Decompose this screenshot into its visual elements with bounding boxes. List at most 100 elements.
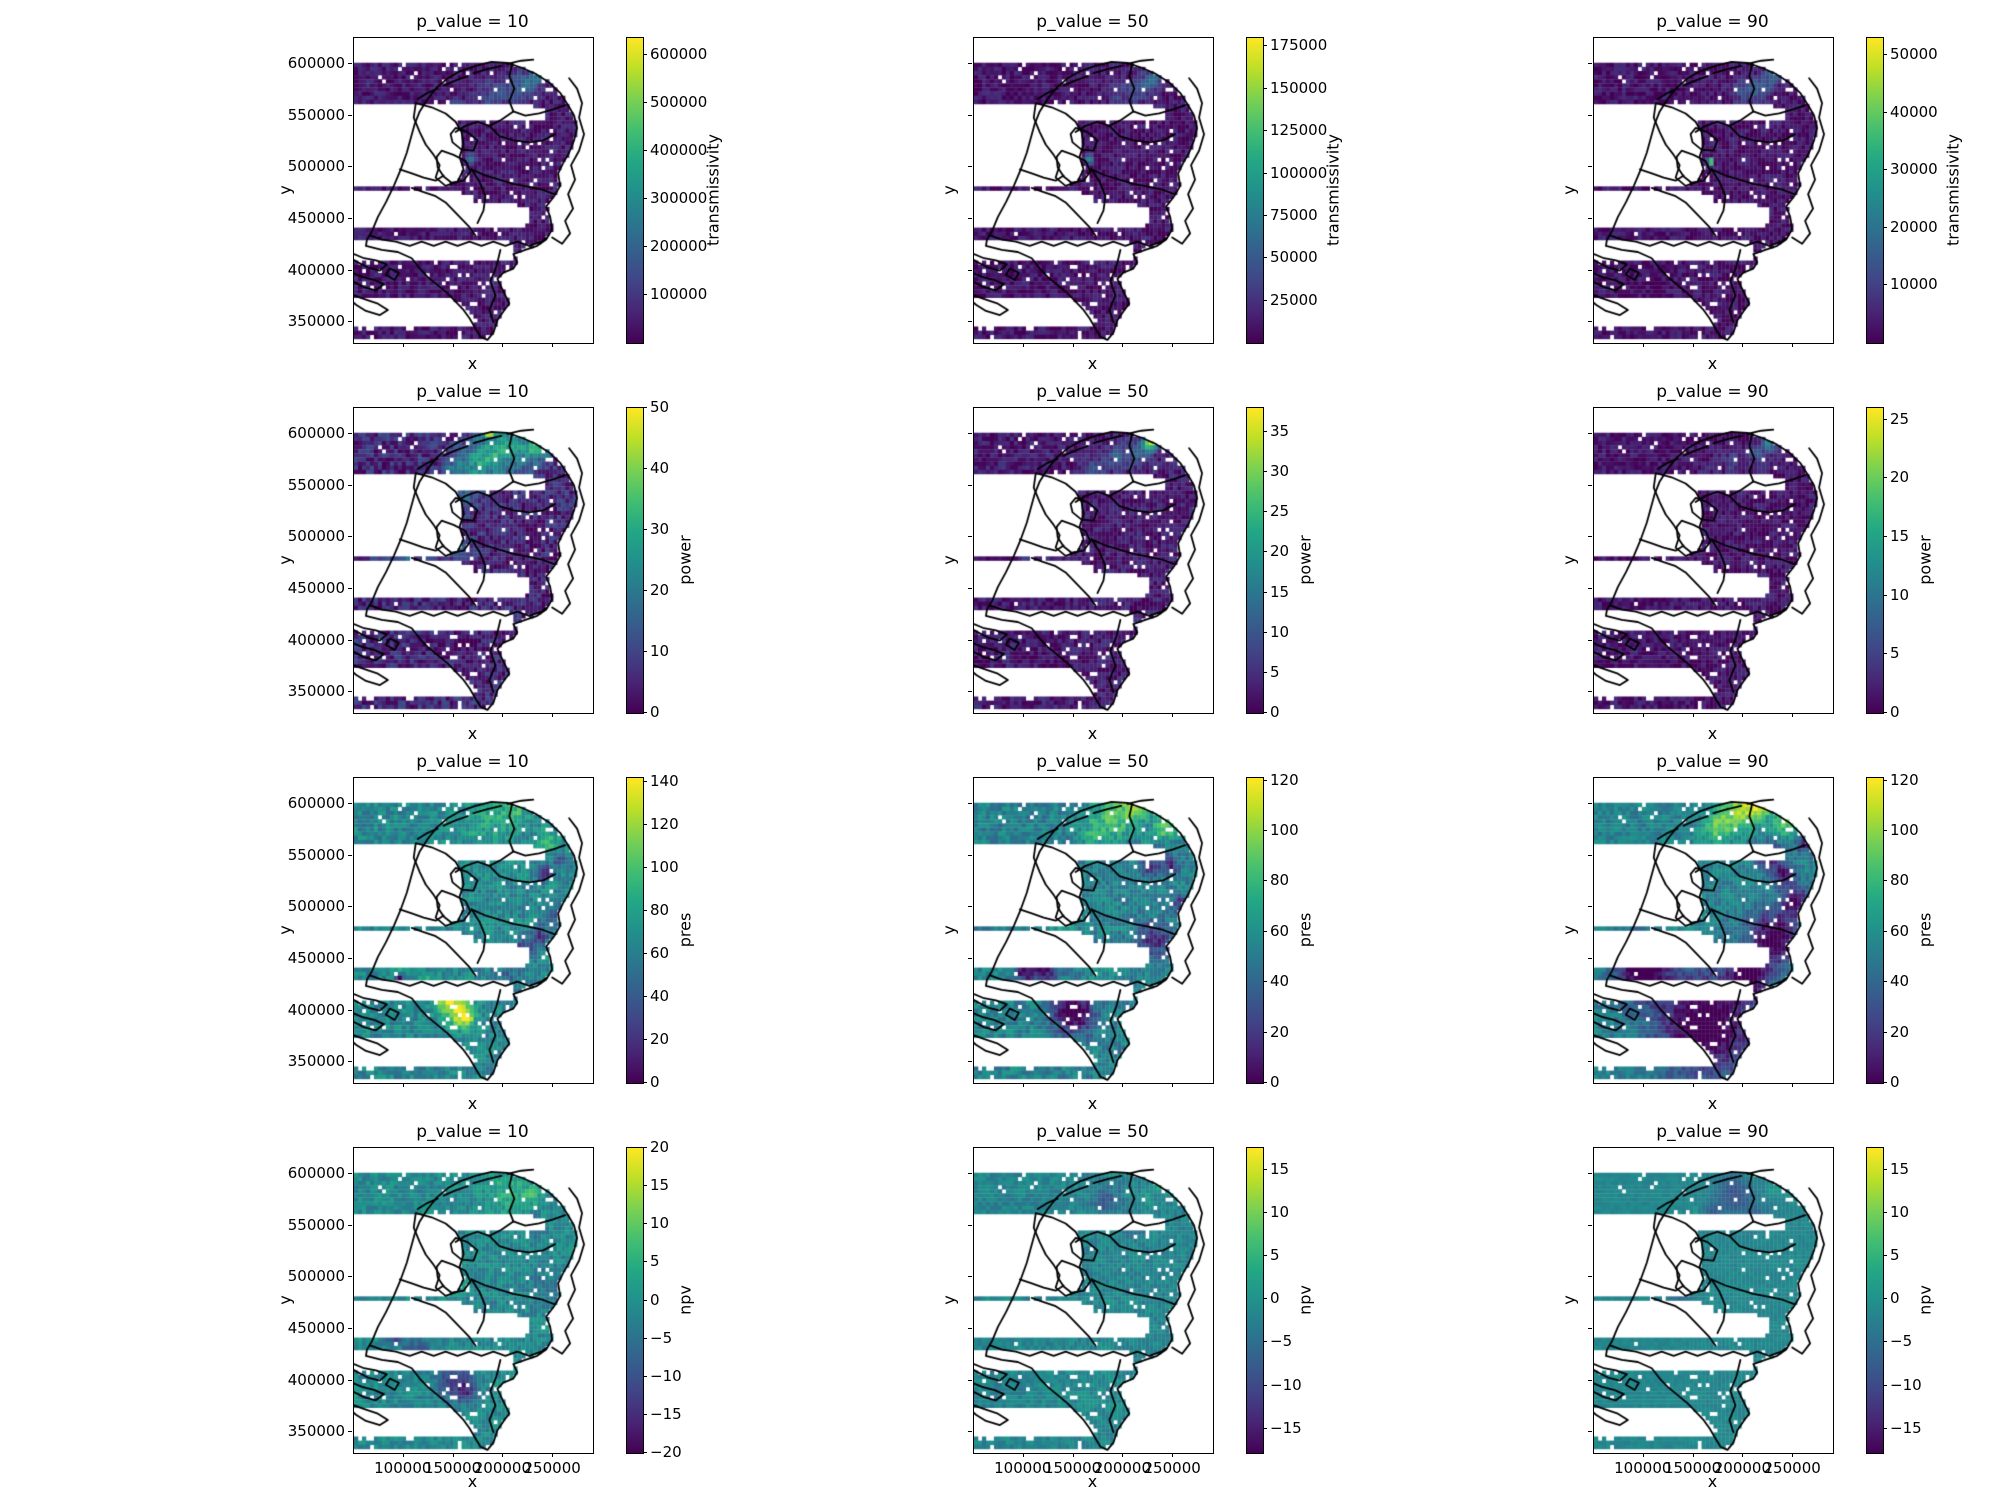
- panel-title: p_value = 10: [416, 1122, 529, 1142]
- colorbar-tick-label: 15: [1270, 1159, 1290, 1178]
- y-axis-tick: [968, 639, 972, 641]
- x-tick-label: 250000: [1143, 1459, 1201, 1477]
- colorbar-tick-label: 20: [650, 1138, 670, 1156]
- colorbar-tick: [1263, 172, 1267, 174]
- y-axis-tick: [348, 854, 352, 856]
- x-axis-tick: [1172, 713, 1174, 717]
- x-tick-label: 100000: [1614, 1459, 1672, 1477]
- colorbar-tick: [1263, 880, 1267, 882]
- colorbar-tick: [1263, 431, 1267, 433]
- y-axis-tick: [348, 587, 352, 589]
- colorbar-tick: [1883, 1298, 1887, 1300]
- y-axis-tick: [348, 957, 352, 959]
- x-axis-tick: [1742, 713, 1744, 717]
- colorbar-tick-label: 120: [650, 815, 679, 834]
- heatmap-canvas: [974, 38, 1213, 343]
- colorbar-tick-label: 100: [650, 858, 679, 877]
- x-axis-tick: [452, 1453, 454, 1457]
- heatmap-canvas: [974, 408, 1213, 713]
- x-axis-tick: [1022, 1083, 1024, 1087]
- x-axis-tick: [1072, 343, 1074, 347]
- y-axis-tick: [1588, 854, 1592, 856]
- colorbar-tick-label: 10: [650, 642, 670, 660]
- colorbar-tick-label: −5: [650, 1328, 673, 1347]
- colorbar-tick-label: 80: [1890, 871, 1910, 890]
- colorbar-tick: [1883, 779, 1887, 781]
- colorbar-tick: [643, 1413, 647, 1415]
- colorbar-tick-label: 20: [1890, 1022, 1910, 1041]
- x-axis-tick: [1022, 713, 1024, 717]
- colorbar-tick-label: 10: [650, 1214, 670, 1233]
- colorbar-tick: [1883, 594, 1887, 596]
- y-axis-tick: [348, 114, 352, 116]
- heatmap-canvas: [1594, 778, 1833, 1083]
- colorbar-tick: [1883, 54, 1887, 56]
- colorbar: [1866, 37, 1884, 344]
- facet-panel-transmissivity-p50: p_value = 50 y x 175000 150000 125000 100000 75…: [853, 10, 1473, 380]
- y-axis-tick: [348, 691, 352, 693]
- x-tick-label: 200000: [473, 1459, 531, 1477]
- x-axis-tick: [1072, 713, 1074, 717]
- colorbar-tick-label: 20: [1270, 1022, 1290, 1041]
- colorbar-tick: [1883, 1211, 1887, 1213]
- colorbar-tick: [1883, 477, 1887, 479]
- colorbar: [1246, 37, 1264, 344]
- colorbar-tick: [643, 824, 647, 826]
- x-axis-tick: [1022, 1453, 1024, 1457]
- facet-panel-power-p10: p_value = 10 y 600000 550000 500000 450000 400…: [233, 380, 853, 750]
- y-axis-label: y: [939, 924, 959, 935]
- x-axis-tick: [1072, 1083, 1074, 1087]
- colorbar-tick: [1883, 712, 1887, 713]
- colorbar-tick: [643, 197, 647, 199]
- colorbar-tick: [1263, 1031, 1267, 1033]
- colorbar-tick-label: 60: [650, 944, 670, 963]
- colorbar-tick: [643, 1147, 647, 1148]
- panel-title: p_value = 50: [1036, 1122, 1149, 1142]
- y-axis-tick: [968, 217, 972, 219]
- x-axis-tick: [1072, 1453, 1074, 1457]
- colorbar-tick: [1263, 511, 1267, 513]
- facet-panel-power-p50: p_value = 50 y x 35 30 25 20 15 10 5 0 power: [853, 380, 1473, 750]
- y-axis-tick: [968, 957, 972, 959]
- y-axis-tick: [968, 114, 972, 116]
- colorbar-label: pres: [1295, 912, 1315, 947]
- colorbar-tick-label: 10: [1890, 585, 1910, 604]
- colorbar-tick: [1263, 671, 1267, 673]
- colorbar-tick: [1883, 981, 1887, 983]
- y-tick-label: 350000: [287, 1052, 345, 1071]
- x-axis-tick: [1792, 713, 1794, 717]
- colorbar-tick-label: 10000: [1890, 275, 1938, 294]
- colorbar-tick: [643, 1223, 647, 1225]
- y-axis-tick: [968, 854, 972, 856]
- panel-title: p_value = 50: [1036, 12, 1149, 32]
- colorbar-tick: [643, 293, 647, 295]
- x-axis-tick: [1642, 713, 1644, 717]
- colorbar-tick: [1883, 1341, 1887, 1343]
- x-axis-tick: [452, 713, 454, 717]
- y-axis-tick: [1588, 639, 1592, 641]
- y-tick-label: 400000: [287, 630, 345, 649]
- y-axis-tick: [348, 321, 352, 323]
- x-axis-tick: [1742, 1083, 1744, 1087]
- colorbar-tick-label: 0: [650, 703, 660, 721]
- colorbar-tick: [1883, 226, 1887, 228]
- colorbar-tick: [1263, 591, 1267, 593]
- colorbar-tick: [1263, 1298, 1267, 1300]
- colorbar: [1246, 1147, 1264, 1454]
- y-tick-label: 400000: [287, 1000, 345, 1019]
- map-axes: [1593, 407, 1834, 714]
- y-axis-tick: [1588, 536, 1592, 538]
- colorbar-tick-label: −15: [1890, 1418, 1922, 1437]
- y-tick-label: 350000: [287, 1422, 345, 1441]
- y-axis-tick: [968, 1009, 972, 1011]
- colorbar-tick: [643, 867, 647, 869]
- colorbar-tick-label: 175000: [1270, 36, 1328, 55]
- map-axes: [973, 777, 1214, 1084]
- colorbar-tick: [1883, 829, 1887, 831]
- colorbar-tick: [1883, 536, 1887, 538]
- colorbar-tick-label: 120: [1890, 770, 1919, 789]
- panel-title: p_value = 10: [416, 382, 529, 402]
- colorbar-tick-label: 30000: [1890, 160, 1938, 179]
- y-tick-label: 450000: [287, 208, 345, 227]
- colorbar-tick-label: −10: [650, 1366, 682, 1385]
